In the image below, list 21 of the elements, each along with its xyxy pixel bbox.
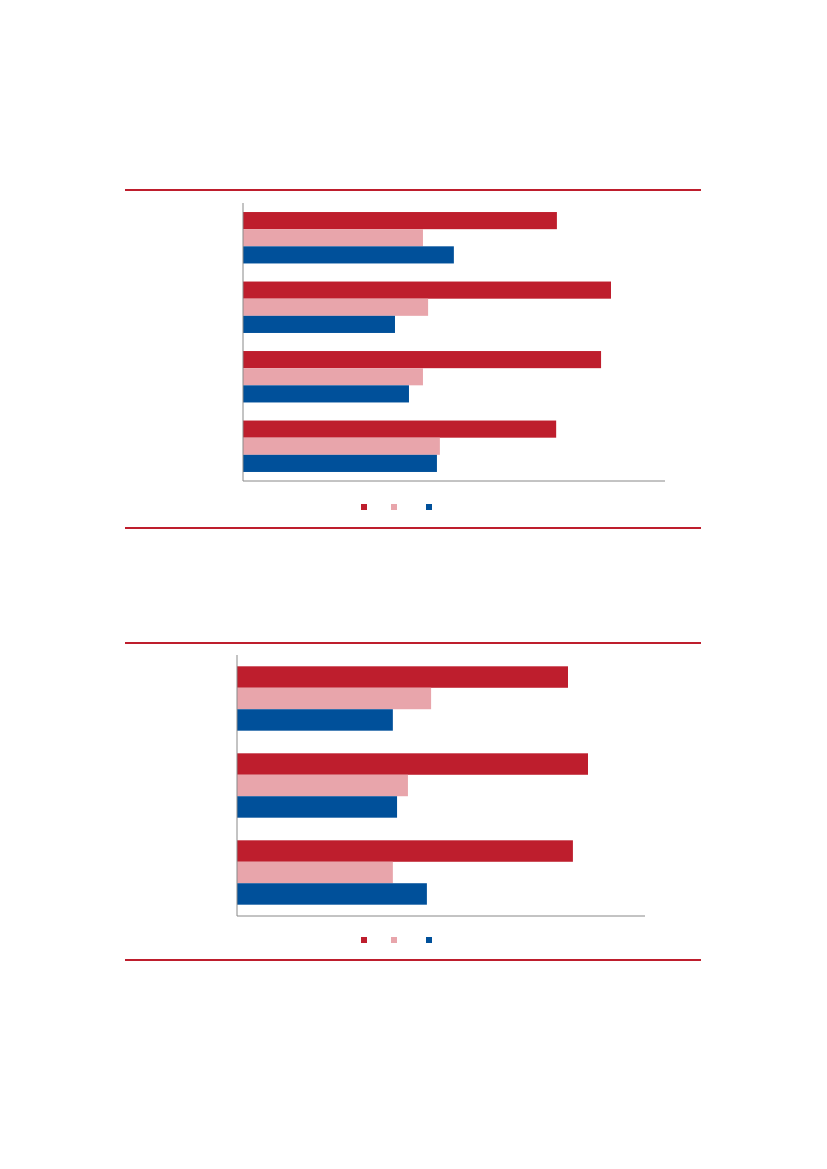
bar xyxy=(243,298,429,316)
bar xyxy=(243,212,557,230)
bar xyxy=(237,796,398,818)
bar xyxy=(237,687,432,710)
bar xyxy=(243,351,602,369)
bar xyxy=(237,753,588,775)
bar xyxy=(243,420,557,438)
bar xyxy=(243,229,423,247)
bar xyxy=(243,385,409,403)
bar xyxy=(237,774,408,797)
bar xyxy=(237,840,573,862)
bar xyxy=(243,437,440,455)
bar xyxy=(243,454,437,472)
bar xyxy=(243,315,395,333)
bar xyxy=(237,861,393,884)
bar xyxy=(243,368,423,386)
bar xyxy=(237,666,568,688)
bar xyxy=(237,709,393,731)
bar xyxy=(243,281,611,299)
bar xyxy=(237,883,427,905)
bar xyxy=(243,246,454,264)
